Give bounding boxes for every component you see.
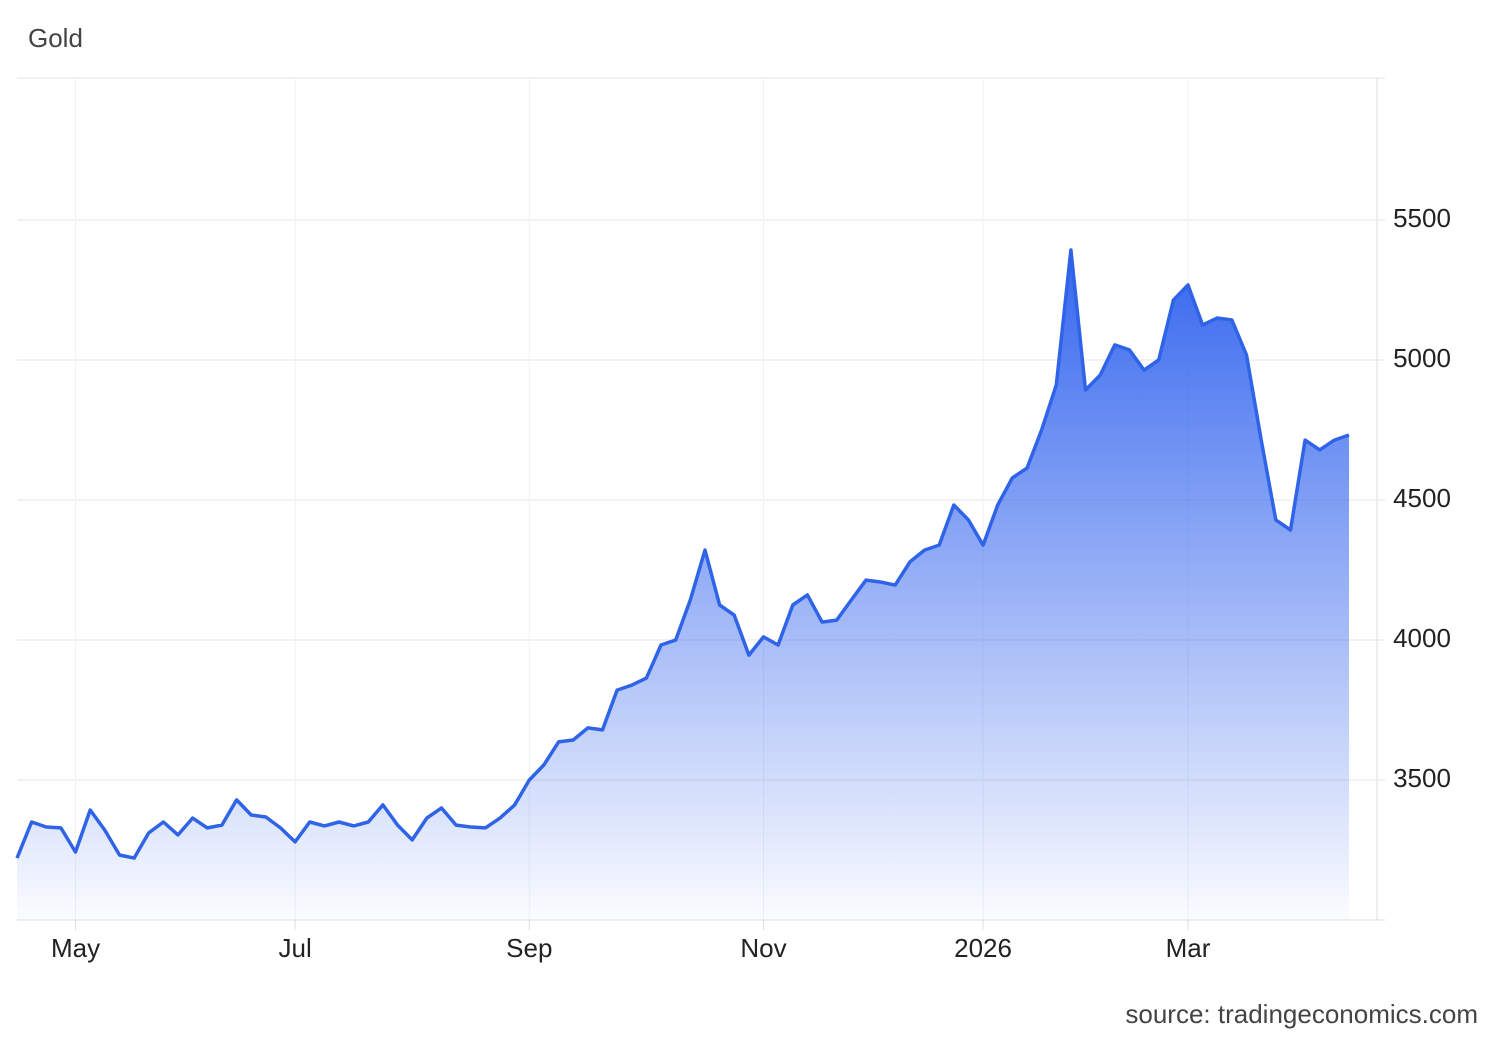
x-tick-label: 2026 [954,933,1012,963]
x-tick-label: Jul [278,933,311,963]
x-tick-label: May [51,933,100,963]
y-tick-label: 5000 [1393,343,1451,373]
y-tick-label: 4000 [1393,623,1451,653]
x-tick-label: Nov [740,933,786,963]
y-tick-label: 4500 [1393,483,1451,513]
line [15,248,1350,860]
area [17,250,1349,920]
source: source: tradingeconomics.com [1125,999,1478,1029]
y-tick-label: 5500 [1393,203,1451,233]
y-tick-label: 3500 [1393,763,1451,793]
chart-title: Gold [28,23,83,53]
x-tick-label: Mar [1166,933,1211,963]
x-tick-label: Sep [506,933,552,963]
